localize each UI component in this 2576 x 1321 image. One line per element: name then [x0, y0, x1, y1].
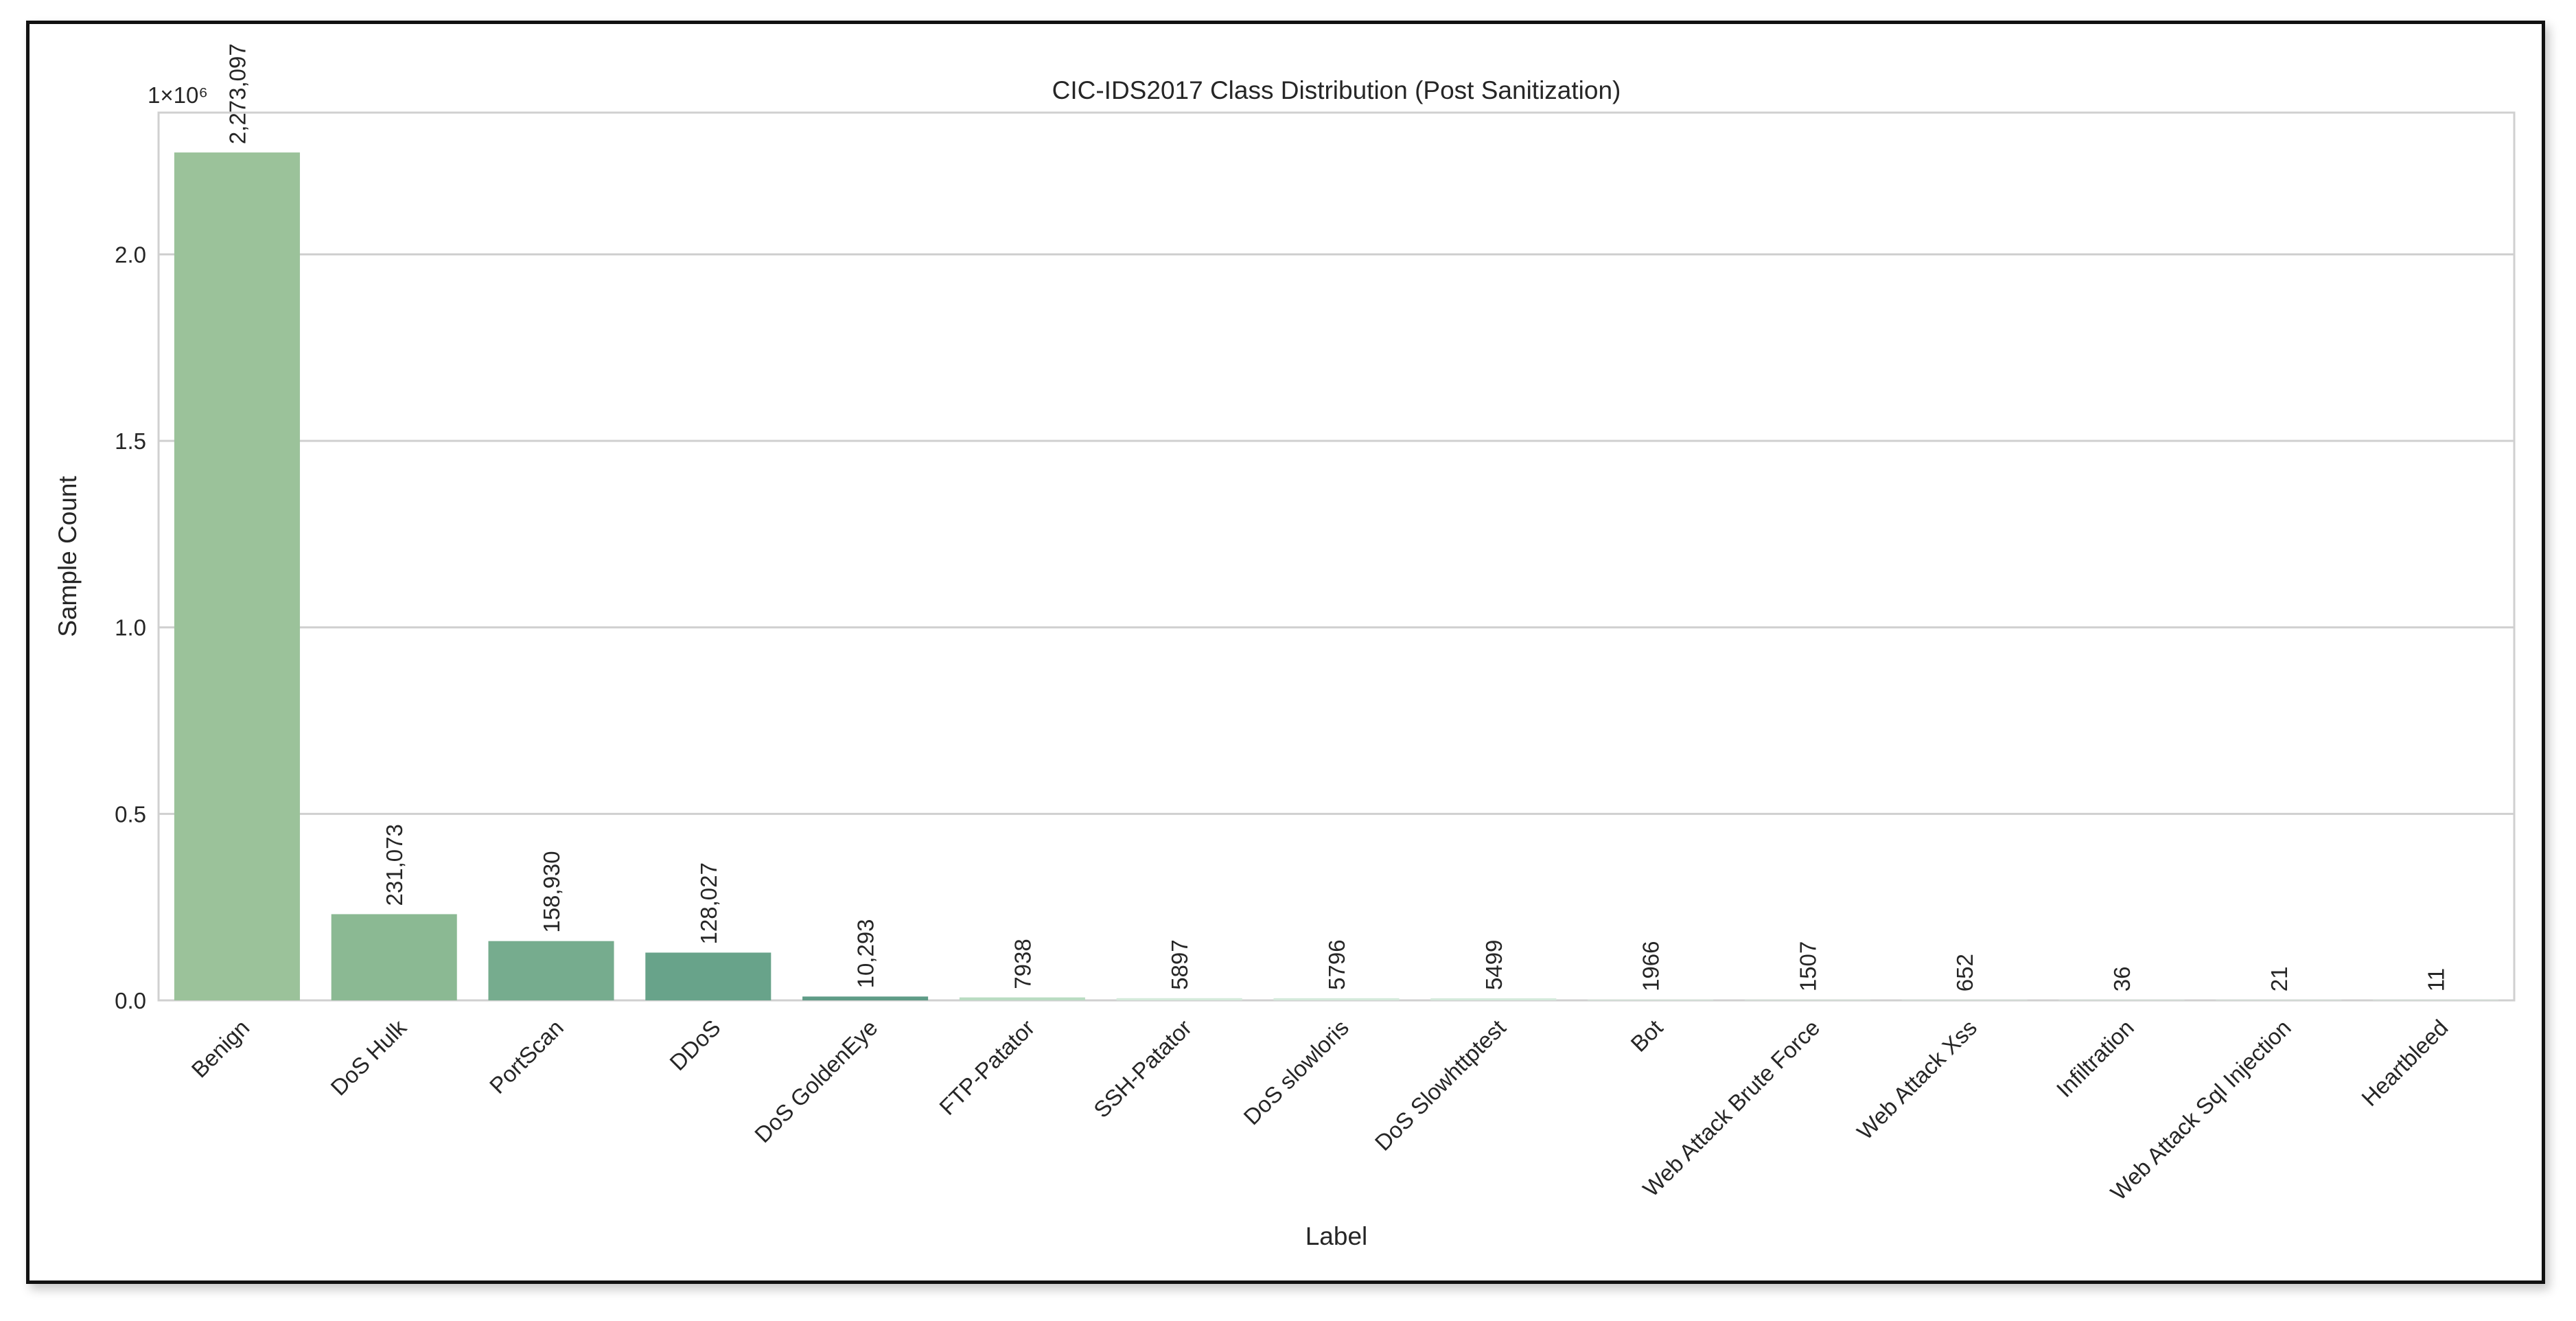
bar-value-label: 5499	[1481, 940, 1507, 990]
chart-title: CIC-IDS2017 Class Distribution (Post San…	[1052, 76, 1621, 104]
bar	[959, 997, 1085, 1000]
bar	[645, 952, 771, 1000]
x-axis-label: Label	[1306, 1222, 1368, 1250]
bar	[331, 914, 457, 1000]
x-tick-label: DoS Slowhttptest	[1370, 1015, 1511, 1156]
bar-chart: 0.0 0.5 1.0 1.5 2.0 Benign DoS Hulk PortScan DD…	[54, 43, 2516, 1250]
x-tick-label: Web Attack Brute Force	[1638, 1015, 1824, 1202]
plot-area	[157, 111, 2516, 1002]
bar-value-label: 11	[2424, 968, 2449, 991]
bar-value-label: 21	[2266, 966, 2292, 991]
bar	[802, 996, 929, 1000]
x-tick-label: Heartbleed	[2356, 1015, 2452, 1111]
bar-value-label: 5796	[1324, 939, 1349, 989]
x-axis-ticks: Benign DoS Hulk PortScan DDoS DoS GoldenEye F…	[187, 1014, 2453, 1205]
x-tick-label: SSH-Patator	[1089, 1015, 1196, 1123]
x-tick-label: DoS GoldenEye	[750, 1015, 882, 1147]
bar-value-label: 158,930	[539, 851, 564, 932]
y-axis-ticks: 0.0 0.5 1.0 1.5 2.0	[115, 242, 146, 1013]
bar-value-label: 36	[2109, 966, 2135, 991]
bar	[174, 152, 300, 1000]
grid-lines	[159, 253, 2514, 815]
bars	[174, 152, 2499, 1000]
bar-value-label: 1507	[1795, 941, 1820, 991]
bar-value-label: 231,073	[382, 824, 407, 906]
x-tick-label: DoS Hulk	[325, 1014, 411, 1100]
y-tick-label: 1.5	[115, 428, 146, 454]
bar-value-label: 128,027	[696, 862, 721, 944]
bar	[1116, 998, 1242, 1000]
bar-value-labels: 2,273,097 231,073 158,930 128,027 10,293 7938…	[224, 43, 2448, 991]
y-tick-label: 0.5	[115, 801, 146, 827]
x-tick-label: Web Attack Sql Injection	[2105, 1015, 2295, 1205]
x-tick-label: DoS slowloris	[1238, 1015, 1354, 1130]
y-tick-label: 0.0	[115, 988, 146, 1013]
bar-value-label: 652	[1952, 954, 1977, 991]
x-tick-label: Benign	[187, 1015, 255, 1083]
x-tick-label: Web Attack Xss	[1852, 1015, 1982, 1145]
bar-value-label: 1966	[1638, 941, 1664, 991]
bar	[1273, 998, 1400, 1000]
x-tick-label: PortScan	[485, 1015, 568, 1099]
bar-value-label: 2,273,097	[224, 43, 250, 144]
y-axis-label: Sample Count	[54, 476, 82, 637]
bar-value-label: 10,293	[853, 919, 879, 988]
bar-value-label: 7938	[1010, 939, 1035, 989]
y-tick-label: 2.0	[115, 242, 146, 267]
x-tick-label: DDoS	[664, 1015, 725, 1075]
figure-frame: 0.0 0.5 1.0 1.5 2.0 Benign DoS Hulk PortScan DD…	[26, 21, 2545, 1284]
x-tick-label: Bot	[1625, 1015, 1667, 1057]
x-tick-label: Infiltration	[2052, 1015, 2139, 1102]
y-axis-offset-text: 1×10⁶	[148, 82, 208, 108]
x-tick-label: FTP-Patator	[934, 1015, 1039, 1120]
y-tick-label: 1.0	[115, 615, 146, 641]
bar	[488, 941, 614, 1000]
bar-value-label: 5897	[1167, 939, 1192, 989]
bar	[1430, 998, 1557, 1000]
